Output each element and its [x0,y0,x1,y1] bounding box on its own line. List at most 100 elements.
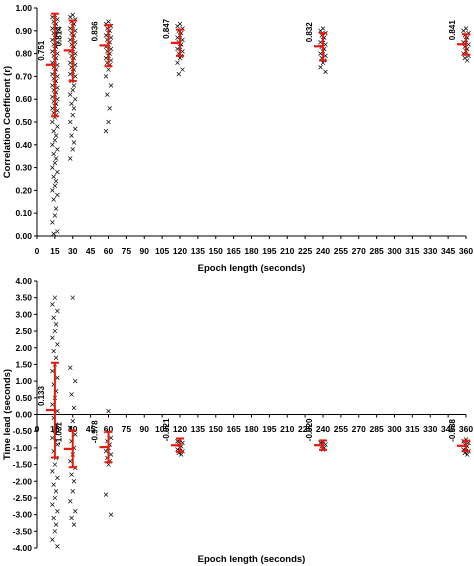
data-point [51,128,56,134]
data-point [51,315,56,320]
y-axis-label: Time lead (seconds) [2,369,13,460]
x-tick-label: 195 [262,246,276,256]
data-point [69,472,74,477]
y-tick-label: 0.50 [15,393,32,403]
y-tick-label: 0.00 [15,410,32,420]
data-point [107,106,112,111]
data-point [68,499,73,504]
x-tick-label: 30 [68,424,78,434]
x-tick-label: 360 [459,424,473,434]
data-point [323,42,328,47]
data-point [55,475,60,481]
data-point [55,308,60,314]
x-tick-label: 105 [155,424,169,434]
x-tick-label: 150 [209,246,223,256]
data-point [53,522,59,527]
data-point [105,92,110,97]
x-tick-label: 285 [370,246,384,256]
mean-value-label: 0.133 [37,385,46,406]
x-tick-label: 255 [334,246,348,256]
data-point [70,112,75,118]
x-tick-label: 120 [173,246,187,256]
y-tick-label: -3.00 [13,510,33,520]
data-point [323,69,328,75]
data-point [175,35,180,40]
data-point [71,140,77,145]
data-point [466,440,471,446]
mean-value-label: -0.920 [305,418,314,441]
data-point [50,49,55,54]
data-point [175,23,180,29]
data-point [108,452,114,457]
data-point [106,462,111,467]
data-point [51,231,56,236]
y-tick-label: 2.00 [15,343,32,353]
x-tick-label: 90 [140,424,150,434]
data-point [180,67,185,72]
data-point [68,71,73,77]
data-point [73,74,78,79]
x-tick-label: 60 [104,424,114,434]
y-tick-label: 0.70 [15,71,32,81]
x-tick-label: 165 [227,424,241,434]
x-tick-label: 360 [459,246,473,256]
data-point [50,14,55,20]
data-point [52,183,58,189]
data-point [55,28,60,34]
mean-value-label: 0.751 [37,40,46,61]
data-point [50,106,55,111]
data-point [55,408,60,414]
y-tick-label: -1.50 [13,460,33,470]
data-point [55,509,60,514]
y-tick-label: -4.00 [13,543,33,553]
data-point [55,229,60,234]
y-axis-label: Correlation Coefficent (r) [2,66,13,178]
data-point [71,522,77,527]
data-point [53,179,59,184]
data-point [176,71,182,77]
x-tick-label: 210 [280,246,294,256]
data-point [50,368,55,374]
data-point [68,60,73,65]
data-point [103,492,109,497]
data-point [53,322,59,327]
y-tick-label: -0.50 [13,426,33,436]
x-tick-label: 315 [405,246,419,256]
data-point [50,119,55,125]
data-point [55,39,60,45]
data-point [50,220,55,225]
data-point [53,156,59,161]
x-tick-label: 135 [191,246,205,256]
x-tick-label: 165 [227,246,241,256]
x-tick-label: 225 [298,246,312,256]
data-point [70,87,75,93]
data-point [51,482,56,487]
data-point [68,92,73,97]
data-point [71,106,77,111]
data-point [71,83,77,88]
data-point [52,137,58,143]
data-point [50,502,55,507]
data-point [51,348,56,354]
data-point [55,544,60,549]
x-tick-label: 135 [191,424,205,434]
data-point [68,37,73,43]
y-tick-label: 0.20 [15,185,32,195]
x-tick-label: 45 [86,424,96,434]
x-tick-label: 30 [68,246,78,256]
data-point [55,62,60,68]
x-tick-label: 240 [316,246,330,256]
data-point [108,512,114,517]
data-point [178,452,184,457]
data-point [51,197,56,202]
x-axis-label: Epoch length (seconds) [198,263,306,274]
data-point [108,83,114,88]
y-tick-label: 0.00 [15,231,32,241]
data-point [50,142,55,148]
data-point [323,53,328,59]
x-tick-label: 180 [244,246,258,256]
x-tick-label: 0 [35,424,40,434]
y-tick-label: 2.50 [15,326,32,336]
mean-value-label: -0.938 [448,419,457,442]
